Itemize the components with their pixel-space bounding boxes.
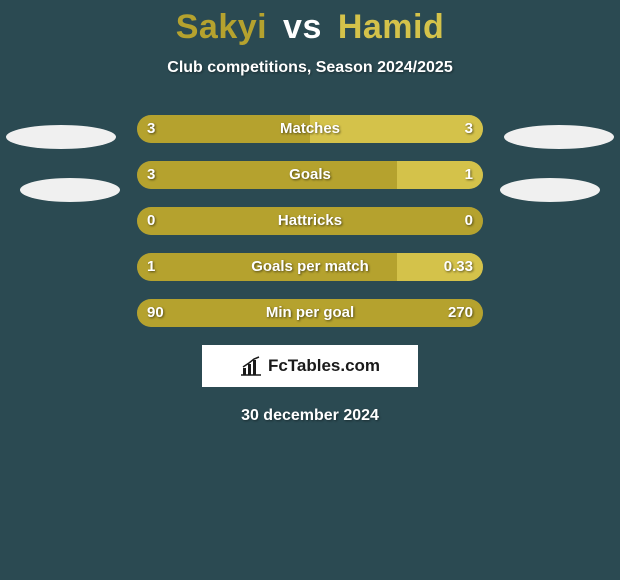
bar-chart-icon [240,356,262,376]
stat-row: 00Hattricks [0,207,620,235]
vs-text: vs [283,8,322,46]
stat-row: 10.33Goals per match [0,253,620,281]
stat-row: 90270Min per goal [0,299,620,327]
logo-text: FcTables.com [268,356,380,376]
date-text: 30 december 2024 [0,407,620,425]
subtitle: Club competitions, Season 2024/2025 [0,59,620,77]
stat-label: Hattricks [137,207,483,235]
source-logo[interactable]: FcTables.com [202,345,418,387]
stat-row: 31Goals [0,161,620,189]
player2-name: Hamid [338,8,444,46]
stat-row: 33Matches [0,115,620,143]
stat-label: Matches [137,115,483,143]
stat-label: Goals per match [137,253,483,281]
stat-label: Min per goal [137,299,483,327]
page-title: Sakyi vs Hamid [0,8,620,47]
stat-label: Goals [137,161,483,189]
player1-name: Sakyi [176,8,267,46]
comparison-card: Sakyi vs Hamid Club competitions, Season… [0,0,620,425]
